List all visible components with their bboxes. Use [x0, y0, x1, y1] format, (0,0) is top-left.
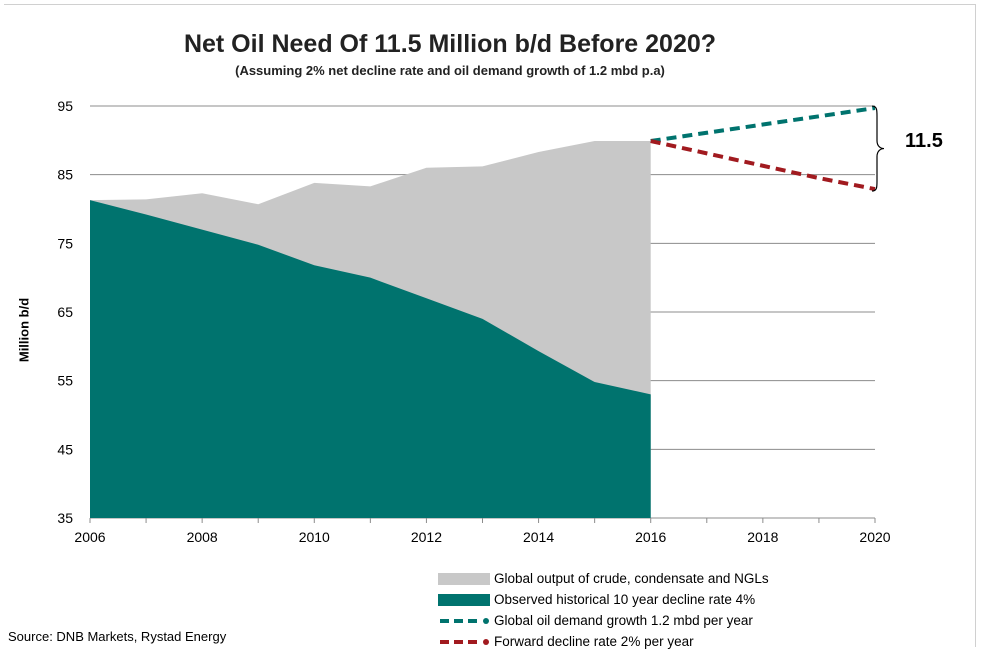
- demand-growth-line: [650, 106, 876, 143]
- chart-title: Net Oil Need Of 11.5 Million b/d Before …: [183, 30, 717, 58]
- legend-swatch-forward-decline: [440, 638, 489, 645]
- x-tick-label-2018: 2018: [747, 529, 778, 545]
- x-tick-label-2012: 2012: [411, 529, 442, 545]
- y-tick-label-65: 65: [57, 304, 73, 320]
- legend-item-demand-growth: Global oil demand growth 1.2 mbd per yea…: [438, 610, 769, 631]
- legend-item-global-output: Global output of crude, condensate and N…: [438, 568, 769, 589]
- source-note: Source: DNB Markets, Rystad Energy: [8, 629, 227, 644]
- x-tick-label-2016: 2016: [635, 529, 666, 545]
- y-tick-label-85: 85: [57, 167, 73, 183]
- chart-subtitle: (Assuming 2% net decline rate and oil de…: [235, 63, 665, 78]
- y-tick-label-95: 95: [57, 98, 73, 114]
- gap-annotation-label: 11.5: [905, 130, 943, 152]
- forward-decline-line: [650, 139, 876, 192]
- legend: Global output of crude, condensate and N…: [438, 568, 769, 652]
- legend-item-historical-decline: Observed historical 10 year decline rate…: [438, 589, 769, 610]
- y-tick-label-75: 75: [57, 235, 73, 251]
- x-tick-label-2014: 2014: [523, 529, 554, 545]
- x-tick-label-2006: 2006: [74, 529, 105, 545]
- legend-label-historical-decline: Observed historical 10 year decline rate…: [494, 592, 756, 607]
- legend-marker-dot: [483, 617, 489, 624]
- x-tick-label-2020: 2020: [859, 529, 890, 545]
- legend-swatch-historical-decline: [438, 593, 490, 606]
- gap-annotation-brace: [871, 105, 885, 192]
- legend-label-forward-decline: Forward decline rate 2% per year: [494, 634, 694, 649]
- legend-swatch-global-output: [438, 572, 490, 585]
- x-tick-label-2008: 2008: [187, 529, 218, 545]
- legend-marker-dot: [483, 638, 489, 645]
- chart-frame: [4, 4, 976, 647]
- legend-label-demand-growth: Global oil demand growth 1.2 mbd per yea…: [494, 613, 753, 628]
- legend-label-global-output: Global output of crude, condensate and N…: [494, 571, 769, 586]
- legend-item-forward-decline: Forward decline rate 2% per year: [438, 631, 769, 652]
- x-tick-label-2010: 2010: [299, 529, 330, 545]
- y-tick-label-45: 45: [57, 441, 73, 457]
- historical-decline-area: [90, 200, 651, 518]
- y-tick-label-35: 35: [57, 510, 73, 526]
- legend-swatch-demand-growth: [440, 617, 489, 624]
- y-tick-label-55: 55: [57, 373, 73, 389]
